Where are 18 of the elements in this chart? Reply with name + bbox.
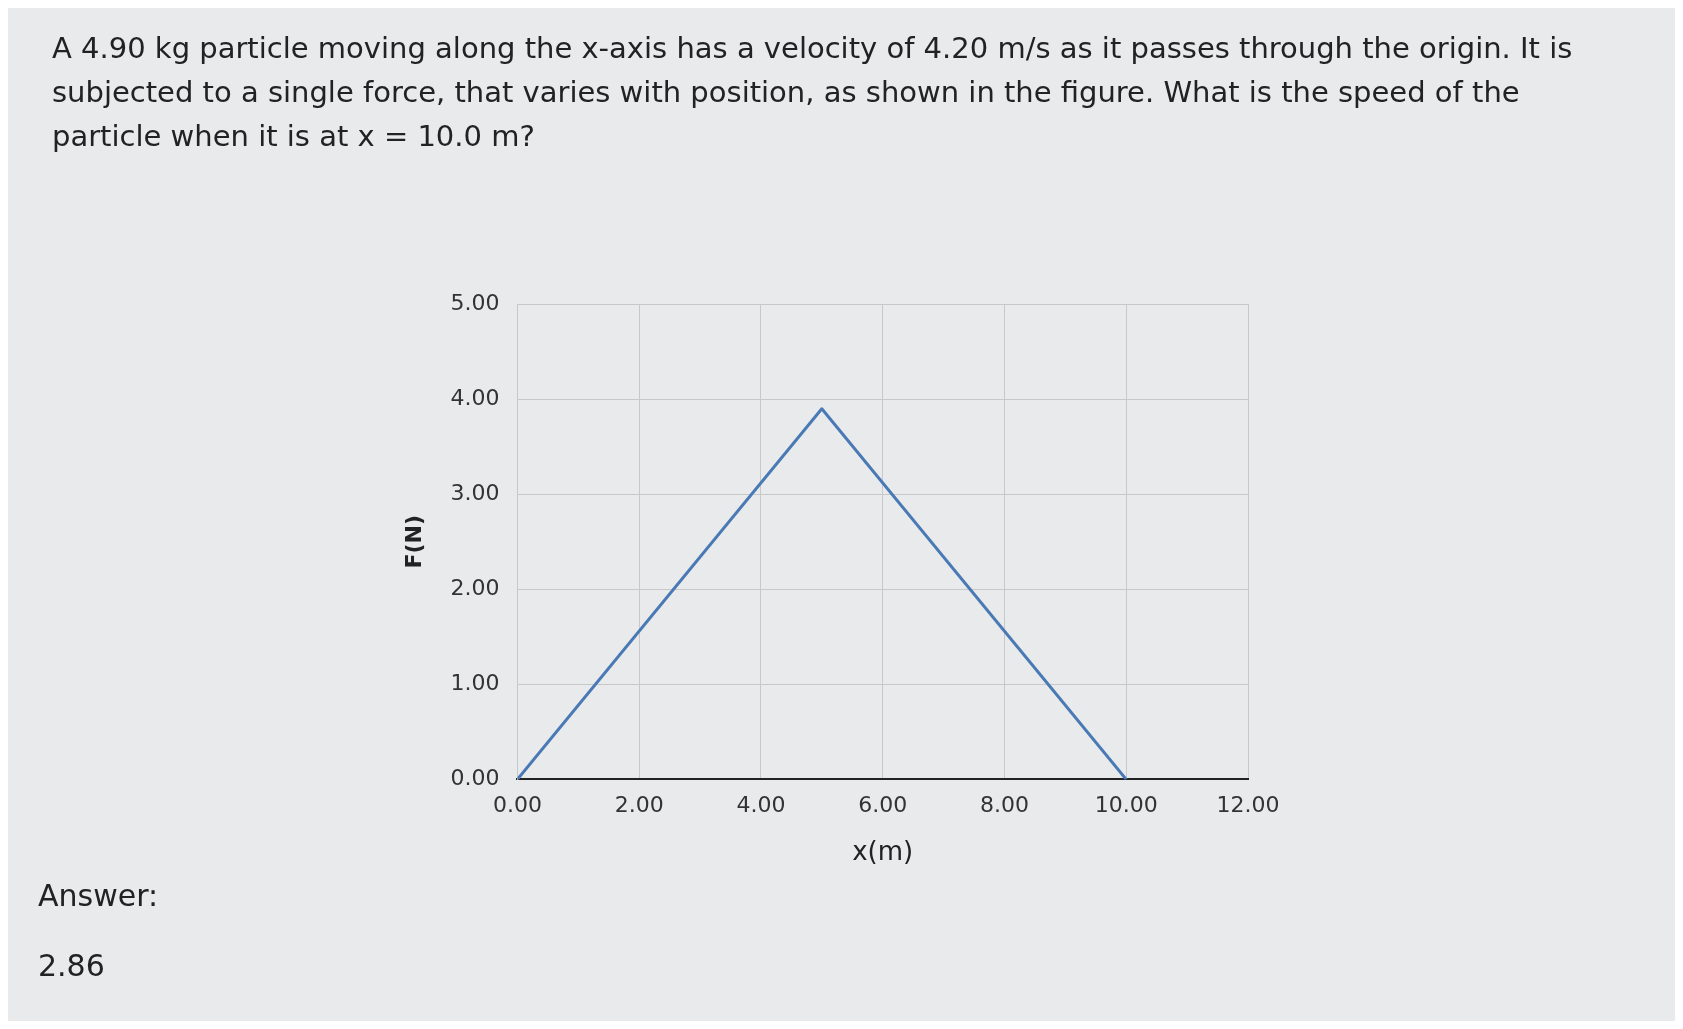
y-tick-label: 0.00 <box>450 765 500 791</box>
x-tick-label: 0.00 <box>492 792 542 818</box>
text: Answer: <box>38 878 159 913</box>
x-tick-label: 8.00 <box>979 792 1029 818</box>
y-tick-label: 5.00 <box>450 289 500 315</box>
y-tick-label: 4.00 <box>450 384 500 410</box>
x-tick-label: 12.00 <box>1216 792 1280 818</box>
y-tick-label: 1.00 <box>450 670 500 696</box>
text: 2.86 <box>38 948 105 983</box>
y-tick-label: 2.00 <box>450 575 500 601</box>
x-tick-label: 10.00 <box>1094 792 1158 818</box>
x-tick-label: 6.00 <box>858 792 908 818</box>
x-tick-label: 2.00 <box>614 792 664 818</box>
x-axis-title: x(m) <box>852 836 914 867</box>
x-tick-label: 4.00 <box>736 792 786 818</box>
y-tick-label: 3.00 <box>450 480 500 505</box>
y-axis-title: F(N) <box>400 515 426 569</box>
chart-title: A 4.90 kg particle moving along the x-axis has a velocity of 4.20 m/s as it passes through the origin. It is subjected to a single force, that varies with position, as shown in the figure. What is the speed of the particle when it is at x = 10.0 m? <box>52 30 1574 155</box>
